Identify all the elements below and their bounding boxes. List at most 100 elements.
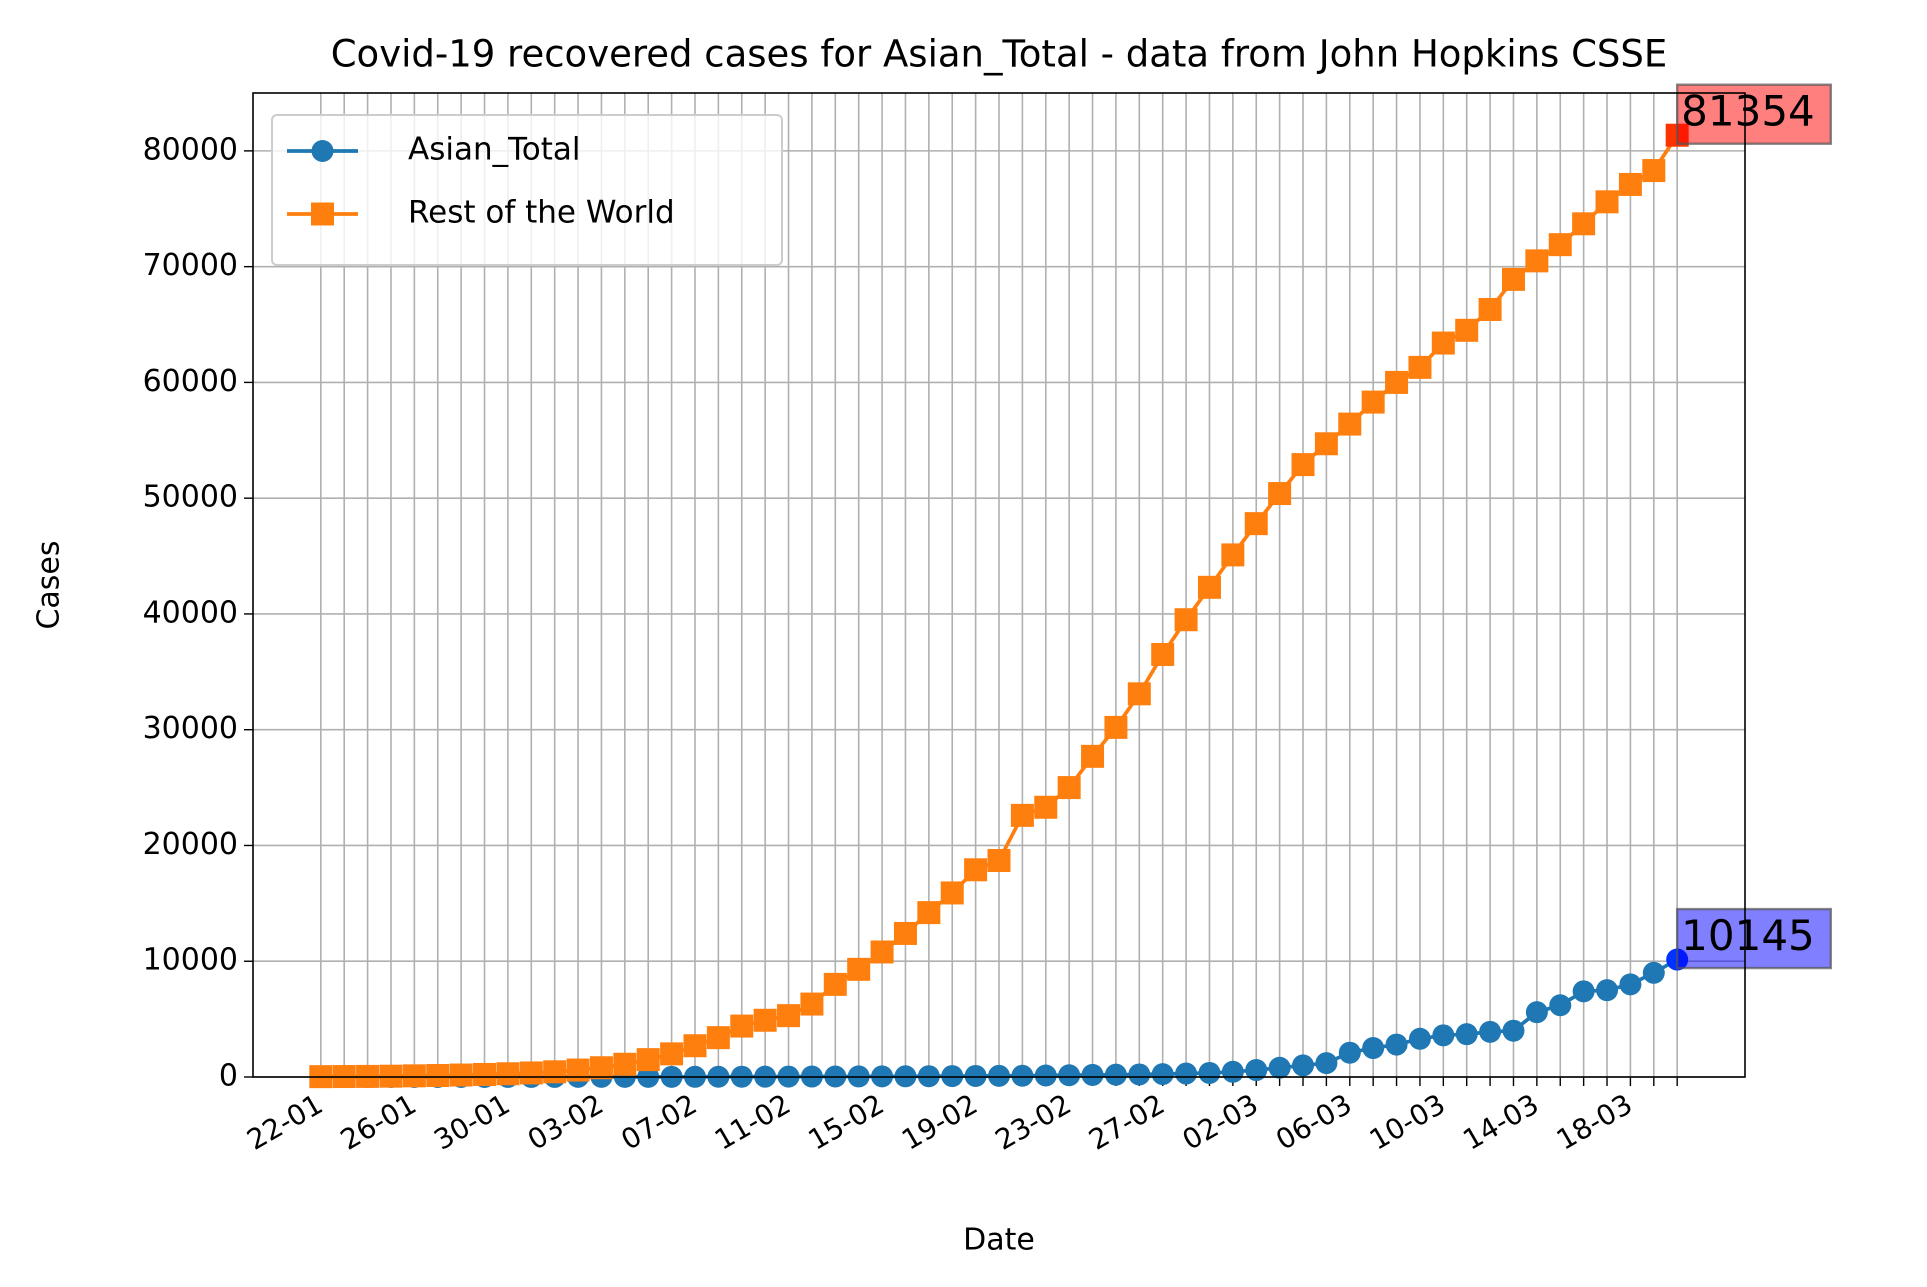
marker bbox=[1525, 1001, 1548, 1024]
marker bbox=[1127, 682, 1151, 706]
marker bbox=[402, 1064, 426, 1088]
marker bbox=[1034, 795, 1058, 819]
marker bbox=[753, 1008, 777, 1032]
marker bbox=[1385, 1033, 1408, 1056]
marker bbox=[1432, 1024, 1455, 1047]
data-label-box bbox=[1675, 907, 1832, 970]
chart-title: Covid-19 recovered cases for Asian_Total… bbox=[331, 33, 1668, 76]
marker bbox=[379, 1064, 403, 1088]
marker bbox=[1081, 744, 1105, 768]
marker bbox=[823, 972, 847, 996]
y-tick-label: 70000 bbox=[143, 248, 238, 283]
marker bbox=[1455, 1023, 1478, 1046]
marker bbox=[1408, 1027, 1431, 1050]
marker bbox=[1221, 543, 1245, 567]
marker bbox=[519, 1061, 543, 1085]
marker bbox=[1642, 159, 1666, 183]
marker bbox=[1151, 642, 1175, 666]
marker bbox=[473, 1062, 497, 1086]
marker bbox=[636, 1048, 660, 1072]
y-tick-label: 50000 bbox=[143, 480, 238, 515]
marker bbox=[1596, 979, 1619, 1002]
marker bbox=[1478, 297, 1502, 321]
marker bbox=[1362, 1037, 1385, 1060]
marker bbox=[1455, 318, 1479, 342]
marker bbox=[1010, 803, 1034, 827]
marker bbox=[1525, 249, 1549, 273]
marker bbox=[1244, 512, 1268, 536]
marker bbox=[426, 1063, 450, 1087]
y-tick-label: 0 bbox=[219, 1059, 238, 1094]
marker bbox=[1245, 1059, 1268, 1082]
marker bbox=[893, 921, 917, 945]
marker bbox=[1431, 331, 1455, 355]
marker bbox=[988, 1064, 1010, 1087]
marker bbox=[613, 1052, 637, 1076]
marker bbox=[1104, 715, 1128, 739]
marker bbox=[1291, 453, 1315, 477]
marker bbox=[1011, 1064, 1034, 1087]
marker bbox=[730, 1014, 754, 1038]
marker bbox=[1501, 267, 1525, 291]
marker bbox=[1502, 1019, 1525, 1042]
marker bbox=[1175, 1062, 1198, 1085]
y-tick-label: 40000 bbox=[143, 595, 238, 630]
marker bbox=[1128, 1063, 1151, 1086]
legend-box bbox=[271, 114, 783, 266]
marker bbox=[1034, 1064, 1057, 1087]
marker bbox=[1268, 1056, 1291, 1079]
marker bbox=[941, 1065, 964, 1088]
marker bbox=[1174, 608, 1198, 632]
marker bbox=[1549, 994, 1572, 1017]
marker bbox=[1268, 482, 1292, 506]
y-tick-label: 80000 bbox=[143, 132, 238, 167]
marker bbox=[800, 992, 824, 1016]
marker bbox=[1151, 1063, 1174, 1086]
legend-marker bbox=[311, 140, 334, 162]
marker bbox=[706, 1026, 730, 1050]
marker bbox=[1361, 390, 1385, 414]
marker bbox=[1618, 172, 1642, 196]
marker bbox=[917, 1065, 940, 1088]
marker bbox=[1479, 1020, 1502, 1043]
marker bbox=[1572, 980, 1595, 1003]
marker bbox=[1198, 1061, 1221, 1084]
marker bbox=[683, 1034, 707, 1058]
marker bbox=[1221, 1060, 1244, 1083]
legend-marker bbox=[311, 202, 334, 226]
y-tick-label: 10000 bbox=[143, 943, 238, 978]
data-label: 81354 bbox=[1681, 87, 1815, 136]
marker bbox=[1315, 1052, 1338, 1075]
marker bbox=[870, 940, 894, 964]
marker bbox=[1197, 575, 1221, 599]
marker bbox=[1642, 961, 1665, 984]
marker bbox=[917, 901, 941, 925]
marker bbox=[1338, 412, 1362, 436]
marker bbox=[1385, 370, 1409, 394]
y-tick-label: 60000 bbox=[143, 364, 238, 399]
marker bbox=[777, 1004, 801, 1028]
marker bbox=[496, 1062, 520, 1086]
marker bbox=[1057, 776, 1081, 800]
marker bbox=[566, 1058, 590, 1082]
marker bbox=[1104, 1063, 1127, 1086]
marker bbox=[1058, 1064, 1081, 1087]
marker bbox=[1408, 355, 1432, 379]
legend-label: Asian_Total bbox=[408, 132, 581, 168]
legend-label: Rest of the World bbox=[408, 195, 675, 231]
marker bbox=[847, 957, 871, 981]
marker bbox=[660, 1042, 684, 1066]
marker bbox=[1338, 1041, 1361, 1064]
legend: Asian_Total Rest of the World bbox=[271, 114, 783, 266]
y-tick-label: 20000 bbox=[143, 827, 238, 862]
marker bbox=[543, 1060, 567, 1084]
x-axis-label: Date bbox=[963, 1223, 1035, 1258]
marker bbox=[1314, 432, 1338, 456]
marker bbox=[964, 858, 988, 882]
data-label-box bbox=[1675, 83, 1832, 145]
axes-frame bbox=[252, 92, 1746, 1078]
marker bbox=[1081, 1063, 1104, 1086]
marker bbox=[940, 881, 964, 905]
